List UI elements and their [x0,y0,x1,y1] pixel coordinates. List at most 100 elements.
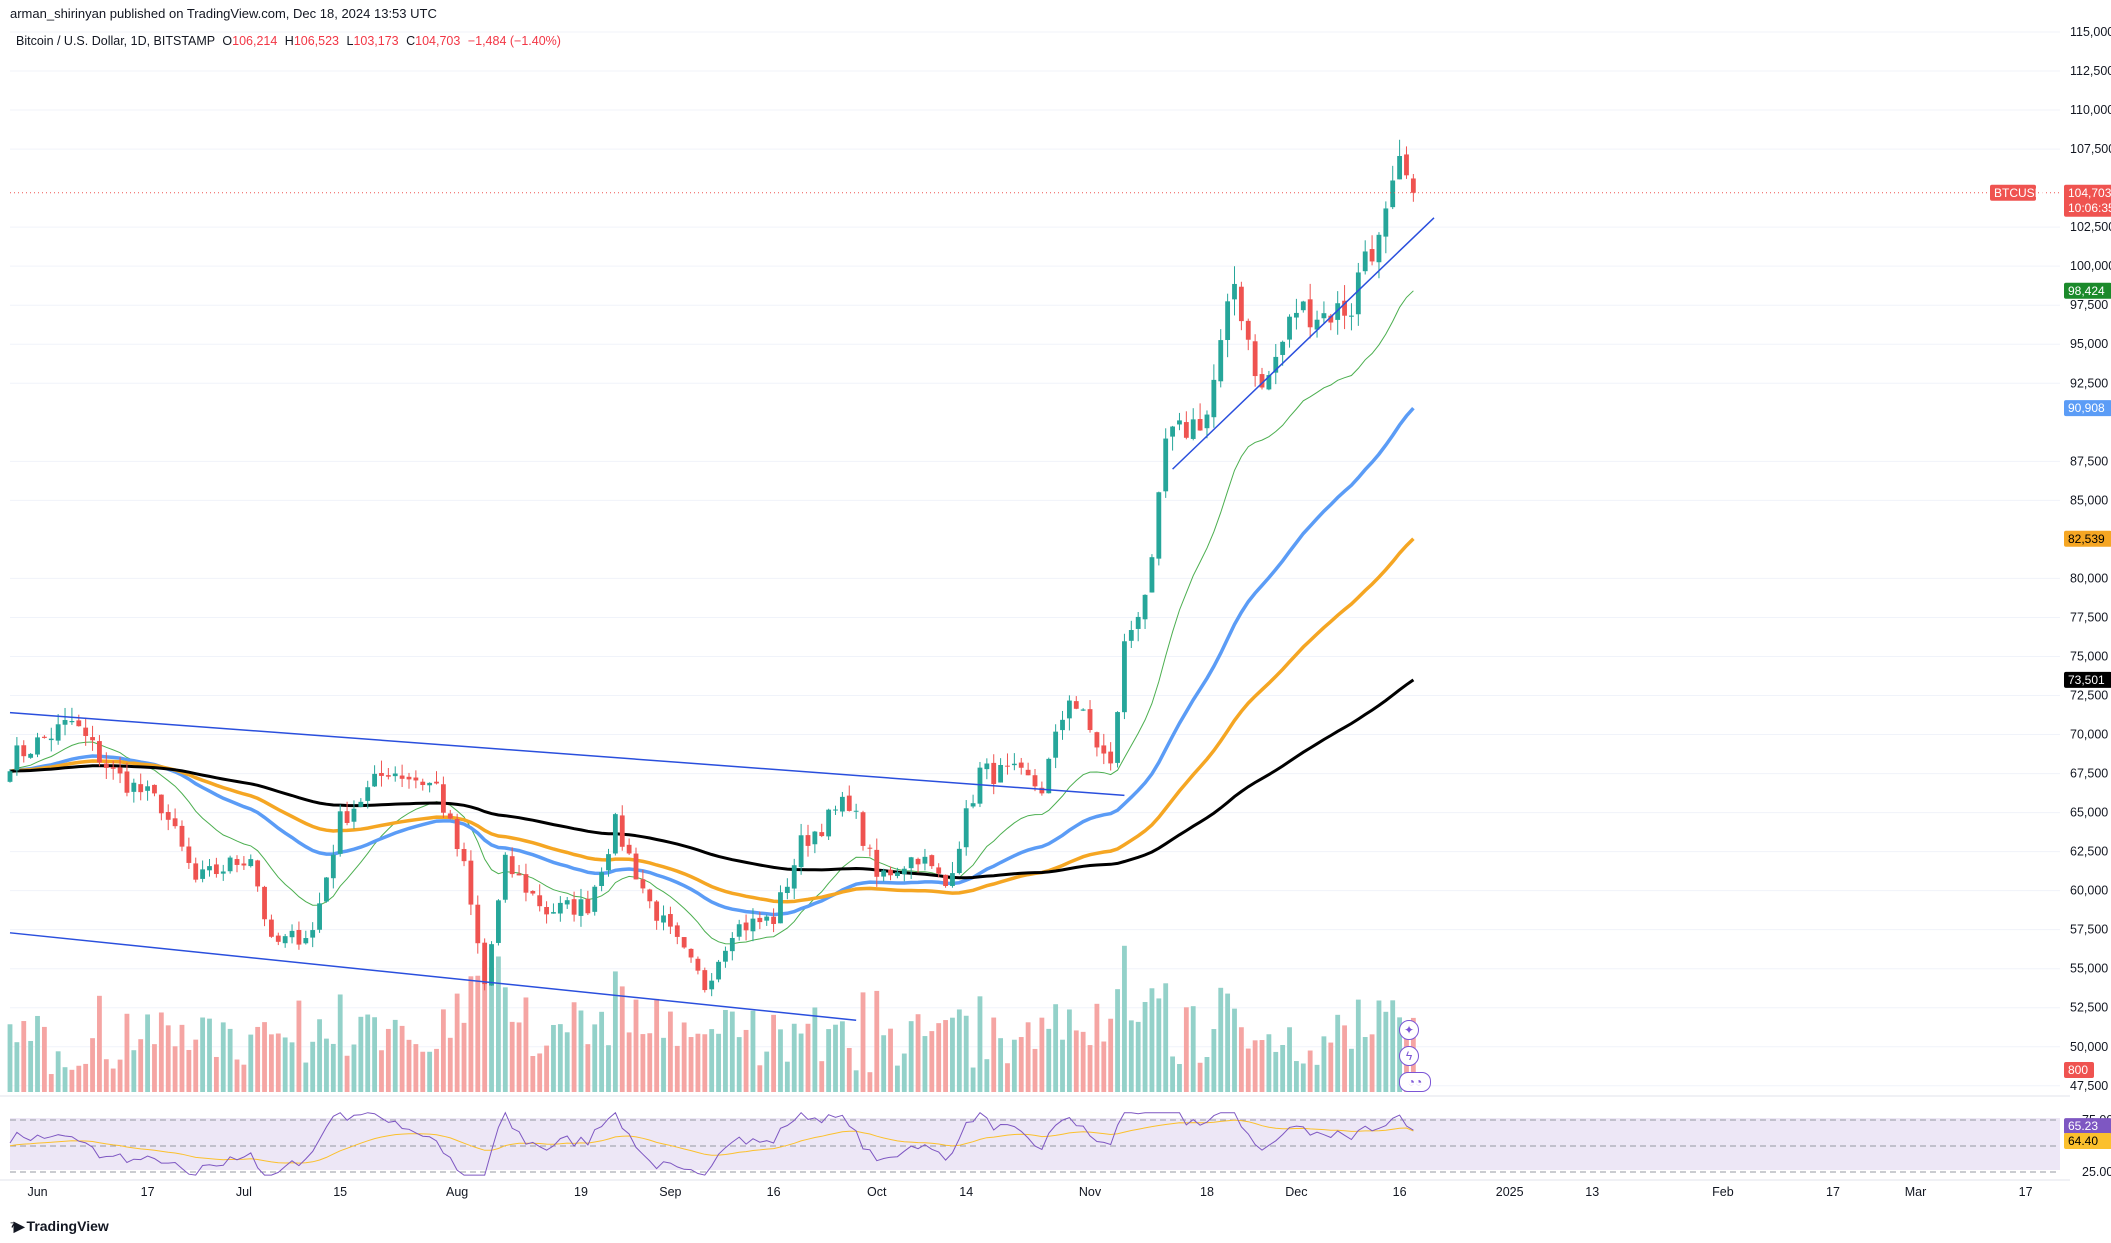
candle-body [1170,426,1175,437]
volume-bar [1307,1050,1313,1092]
candle-body [1355,272,1361,315]
candle-body [399,775,405,779]
price-tick-label: 107,500 [2070,142,2111,156]
volume-badge-bg [2064,1062,2094,1078]
volume-bar [1135,1021,1141,1092]
low-value: 103,173 [353,34,399,48]
candle-body [798,835,804,868]
candle-body [537,895,543,907]
candle-body [805,835,811,846]
volume-bar [1046,1028,1052,1092]
volume-bar [750,1010,756,1092]
candle-body [551,912,556,914]
candle-body [846,795,852,811]
candle-body [1142,594,1148,620]
candle-body [619,815,625,847]
candle-body [420,781,426,786]
candle-body [351,808,357,822]
volume-bar [1204,1057,1210,1092]
tradingview-logo[interactable]: ⁷▶ TradingView [10,1218,109,1235]
candle-body [571,899,577,915]
candle-body [1245,320,1251,340]
volume-bar [7,1024,13,1092]
volume-bar [599,1011,605,1092]
candle-body [647,889,653,902]
candle-body [1321,313,1327,319]
volume-bar [984,1059,990,1092]
candle-body [626,844,632,854]
tv-mark-icon: ⁷▶ [10,1218,24,1234]
volume-bar [867,1072,873,1092]
volume-bar [881,1035,887,1092]
volume-bar [28,1040,34,1092]
volume-bar [213,1056,219,1092]
symbol-name[interactable]: Bitcoin / U.S. Dollar, 1D, BITSTAMP [16,34,215,48]
price-tick-label: 52,500 [2070,1001,2108,1015]
candle-body [55,724,61,741]
candle-body [509,856,515,875]
price-axis: 115,000 112,500 110,000 107,500 102,500 100,0… [2070,25,2111,1179]
volume-bar [654,998,660,1092]
candle-body [330,854,336,879]
candle-body [1018,762,1024,768]
volume-bar [826,1029,832,1092]
price-tick-label: 80,000 [2070,571,2108,585]
sparkle-icon[interactable]: ✦ [1399,1020,1419,1040]
ma-value-badge: 73,501 [2068,673,2105,687]
volume-bar [998,1038,1004,1092]
volume-bar [612,971,618,1092]
candle-body [1177,420,1182,425]
volume-bar [626,1032,632,1092]
volume-bar [1170,1056,1175,1092]
volume-badge: 800 [2068,1063,2088,1077]
volume-bar [1232,1008,1237,1092]
candle-body [1349,315,1354,317]
flag-icon[interactable]: ◔◔ [1399,1072,1431,1092]
high-label: H [284,34,294,48]
volume-bar [1018,1037,1024,1092]
candle-body [385,775,391,777]
volume-bar [406,1039,412,1092]
volume-bar [716,1033,721,1092]
ma-value-badge: 90,908 [2068,401,2105,415]
rsi-value-badge-bg [2064,1118,2111,1135]
candle-body [303,938,309,944]
rsi-pane [9,1111,2060,1176]
time-tick-label: 19 [574,1185,588,1199]
candle-body [413,777,419,781]
volume-bar [1300,1063,1306,1092]
volume-bar [1280,1045,1286,1092]
volume-bar [578,1010,584,1092]
rsi-ma-badge-bg [2064,1133,2111,1150]
candle-body [152,784,157,794]
volume-bar [1266,1034,1272,1092]
rsi-line [9,1111,1414,1176]
candle-body [764,916,770,921]
candle-body [1410,178,1416,193]
volume-bar [778,1029,783,1092]
candle-body [606,854,611,871]
volume-bar [702,1034,708,1092]
volume-bar [1218,987,1224,1092]
volume-bar [48,1074,54,1092]
candle-body [227,857,233,872]
ma-value-badge: 82,539 [2068,532,2105,546]
candle-body [1266,375,1272,390]
volume-bar [62,1067,68,1092]
volume-bar [895,1065,900,1092]
candle-body [557,902,563,914]
close-value: 104,703 [415,34,461,48]
lightning-icon[interactable]: ϟ [1399,1046,1419,1066]
candle-body [289,930,295,938]
volume-bar [420,1051,426,1092]
volume-bar [1294,1061,1299,1092]
candle-body [599,872,605,886]
volume-bar [1245,1048,1251,1092]
volume-bar [207,1018,212,1092]
volume-bar [365,1014,371,1092]
time-tick-label: Feb [1712,1185,1734,1199]
ma-value-badge-bg [2064,530,2111,547]
volume-bar [468,976,474,1092]
volume-bar [351,1044,357,1092]
